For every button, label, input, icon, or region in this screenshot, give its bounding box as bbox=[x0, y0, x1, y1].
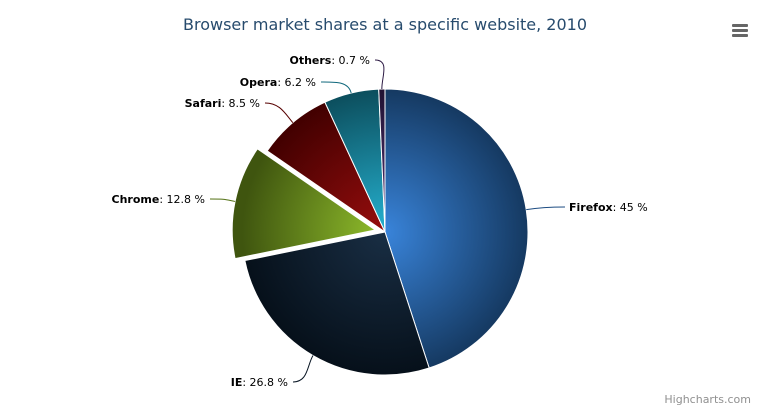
chart-title: Browser market shares at a specific webs… bbox=[183, 15, 587, 34]
data-label-chrome: Chrome: 12.8 % bbox=[112, 193, 205, 206]
pie-slice-firefox[interactable] bbox=[384, 88, 529, 369]
label-connector bbox=[320, 81, 352, 94]
label-connector bbox=[374, 59, 385, 90]
label-connector bbox=[292, 355, 314, 383]
data-label-opera: Opera: 6.2 % bbox=[240, 76, 316, 89]
label-connector bbox=[264, 102, 294, 124]
pie-slice-ie[interactable] bbox=[244, 231, 430, 376]
data-label-safari: Safari: 8.5 % bbox=[185, 97, 260, 110]
label-connector bbox=[209, 198, 236, 202]
data-label-firefox: Firefox: 45 % bbox=[569, 201, 648, 214]
hamburger-menu-icon[interactable] bbox=[727, 18, 753, 42]
data-label-ie: IE: 26.8 % bbox=[231, 376, 288, 389]
credits-link[interactable]: Highcharts.com bbox=[664, 393, 751, 406]
label-connector bbox=[526, 206, 566, 211]
data-label-others: Others: 0.7 % bbox=[289, 54, 370, 67]
pie-slice-others[interactable] bbox=[378, 88, 386, 233]
